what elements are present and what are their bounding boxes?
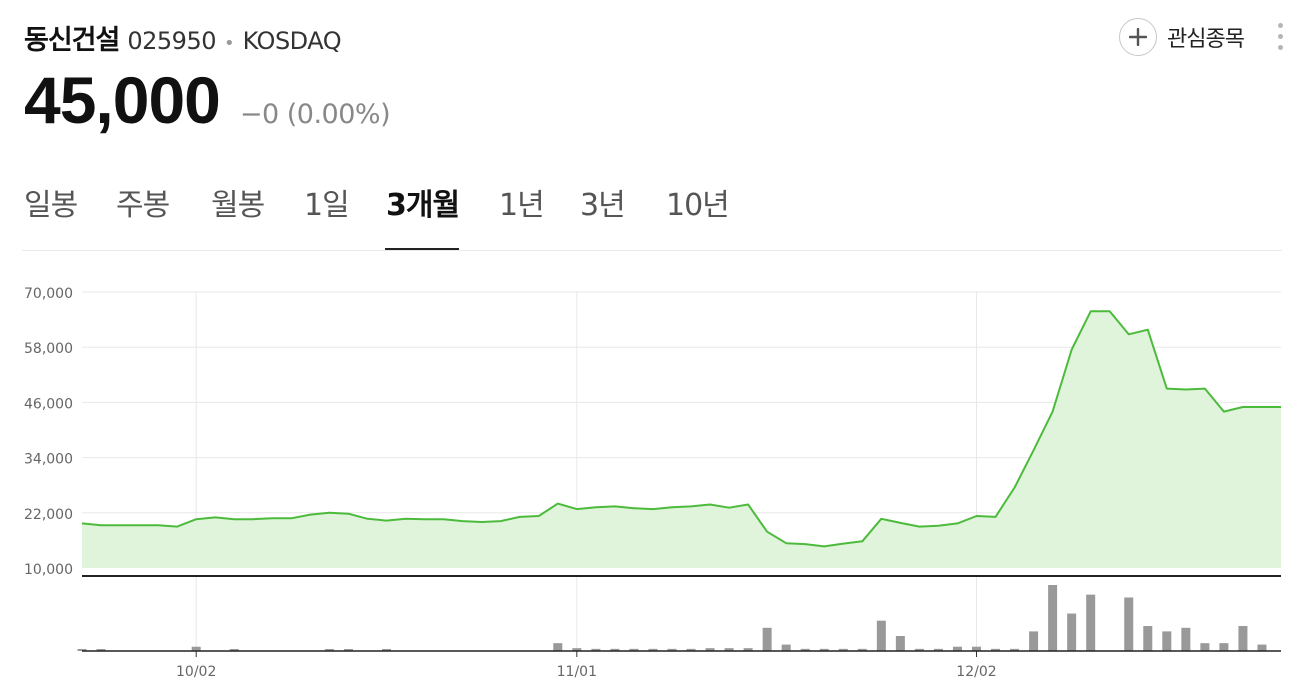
price-area — [82, 311, 1281, 568]
add-favorite-button[interactable]: 관심종목 — [1119, 18, 1245, 56]
volume-bar — [895, 636, 905, 651]
y-tick-label: 22,000 — [24, 507, 73, 523]
volume-bar — [610, 648, 620, 651]
y-tick-label: 58,000 — [24, 341, 73, 357]
volume-bar — [1181, 627, 1191, 651]
volume-bar — [572, 648, 582, 651]
volume-bar — [1162, 631, 1172, 651]
x-tick-label: 10/02 — [176, 664, 216, 680]
tab-monthly[interactable]: 월봉 — [211, 188, 265, 223]
volume-bar — [991, 648, 1001, 651]
volume-bar — [762, 627, 772, 651]
price-chart[interactable]: 70,000 58,000 46,000 34,000 22,000 10,000 10/0… — [0, 270, 1302, 694]
x-tick-label: 12/02 — [956, 664, 996, 680]
tab-3year[interactable]: 3년 — [580, 188, 626, 223]
volume-bar — [705, 648, 715, 651]
period-tabs: 일봉 주봉 월봉 1일 3개월 1년 3년 10년 — [0, 170, 1302, 250]
tab-10year[interactable]: 10년 — [666, 188, 730, 223]
volume-bar — [876, 620, 886, 651]
volume-bar — [952, 646, 962, 651]
volume-bar — [743, 648, 753, 651]
stock-code: 025950 — [127, 27, 216, 55]
volume-bar — [343, 649, 353, 651]
tab-weekly[interactable]: 주봉 — [116, 188, 170, 223]
tab-1day[interactable]: 1일 — [304, 188, 350, 223]
volume-bar — [96, 649, 106, 651]
volume-bar — [1124, 597, 1134, 651]
volume-bar — [1029, 631, 1039, 651]
volume-bar — [838, 648, 848, 651]
volume-bar — [1257, 644, 1267, 651]
volume-bar — [1067, 613, 1077, 651]
stock-header: 동신건설 025950 • KOSDAQ — [24, 18, 342, 58]
price-line — [81, 310, 1281, 548]
volume-bar — [914, 648, 924, 651]
volume-bar — [648, 648, 658, 651]
market-label: KOSDAQ — [242, 27, 342, 55]
volume-bar — [553, 643, 563, 651]
volume-bar — [629, 648, 639, 651]
volume-bar — [591, 648, 601, 651]
tabs-divider — [22, 250, 1282, 251]
volume-bar — [800, 648, 810, 651]
y-tick-label: 46,000 — [24, 396, 73, 412]
y-tick-label: 34,000 — [24, 452, 73, 468]
volume-bar — [781, 644, 791, 651]
volume-bar — [686, 648, 696, 651]
volume-bar — [1048, 585, 1058, 651]
volume-bar — [229, 649, 239, 651]
volume-bar — [382, 649, 392, 651]
volume-bar — [1143, 626, 1153, 651]
price-chart-svg: 70,000 58,000 46,000 34,000 22,000 10,000 10/0… — [24, 286, 1281, 680]
tab-daily[interactable]: 일봉 — [24, 188, 78, 223]
stock-name: 동신건설 — [24, 25, 120, 56]
active-tab-indicator — [385, 248, 459, 250]
price-change: −0 (0.00%) — [239, 99, 391, 130]
y-tick-label: 70,000 — [24, 286, 73, 302]
tab-3month[interactable]: 3개월 — [386, 188, 460, 223]
volume-bar — [77, 649, 87, 651]
volume-bar — [191, 646, 201, 651]
volume-bar — [1219, 643, 1229, 651]
more-options-icon[interactable] — [1276, 23, 1284, 53]
volume-bar — [933, 648, 943, 651]
volume-bar — [667, 648, 677, 651]
volume-bar — [324, 649, 334, 651]
current-price: 45,000 — [24, 63, 221, 137]
volume-bar — [819, 648, 829, 651]
volume-bar — [1086, 594, 1096, 651]
volume-bar — [724, 648, 734, 651]
favorite-label: 관심종목 — [1167, 27, 1245, 52]
volume-bar — [857, 648, 867, 651]
plus-icon — [1119, 18, 1158, 56]
y-tick-label: 10,000 — [24, 562, 73, 578]
volume-bar — [971, 646, 981, 651]
separator-dot: • — [224, 33, 235, 54]
x-tick-label: 11/01 — [557, 664, 597, 680]
volume-bar — [1010, 648, 1020, 651]
quote-row: 45,000 −0 (0.00%) — [24, 62, 391, 138]
volume-bar — [1238, 626, 1248, 651]
volume-bar — [1200, 643, 1210, 651]
tab-1year[interactable]: 1년 — [499, 188, 545, 223]
